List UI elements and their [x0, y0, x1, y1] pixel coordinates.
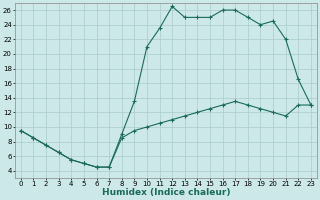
- X-axis label: Humidex (Indice chaleur): Humidex (Indice chaleur): [102, 188, 230, 197]
